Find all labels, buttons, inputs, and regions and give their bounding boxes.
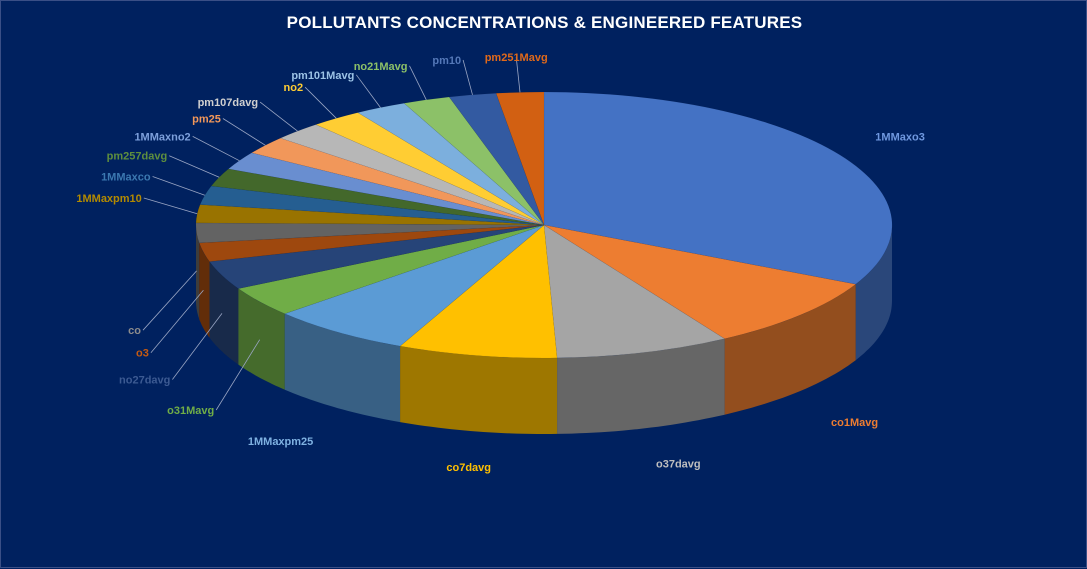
slice-label-1MMaxo3: 1MMaxo3 xyxy=(875,132,925,144)
pie-side-co1Mavg xyxy=(724,284,856,415)
pie-side-o37davg xyxy=(557,338,725,434)
pie-slice-pm251Mavg[interactable] xyxy=(495,91,545,226)
slice-label-co7davg: co7davg xyxy=(446,462,491,474)
slice-label-no21Mavg: no21Mavg xyxy=(354,61,408,73)
pie-side-no27davg xyxy=(209,261,239,365)
slice-label-no27davg: no27davg xyxy=(119,375,170,387)
leader-line-co xyxy=(142,270,197,331)
leader-line-pm101Mavg xyxy=(355,74,381,108)
leader-line-o3 xyxy=(150,290,204,353)
pie-sides xyxy=(196,225,892,434)
slice-label-1MMaxco: 1MMaxco xyxy=(101,172,151,184)
pie-slice-o31Mavg[interactable] xyxy=(237,224,545,315)
leader-line-pm107davg xyxy=(259,101,298,132)
pie-slice-co7davg[interactable] xyxy=(399,224,558,359)
leader-line-pm251Mavg xyxy=(515,57,521,93)
leader-line-no2 xyxy=(304,86,337,119)
pie-slice-co[interactable] xyxy=(195,222,545,244)
slice-labels: 1MMaxo3co1Mavgo37davgco7davg1MMaxpm25o31… xyxy=(76,52,924,474)
pie-side-1MMaxpm25 xyxy=(284,313,401,423)
pie-side-o3 xyxy=(199,242,210,338)
pie-slice-pm10[interactable] xyxy=(448,92,545,226)
slice-label-co1Mavg: co1Mavg xyxy=(831,417,878,429)
slice-label-1MMaxpm25: 1MMaxpm25 xyxy=(248,436,313,448)
slice-label-no2: no2 xyxy=(284,82,304,94)
leader-line-o31Mavg xyxy=(215,339,261,411)
leader-line-pm10 xyxy=(462,59,473,95)
slice-label-pm10: pm10 xyxy=(432,55,461,67)
leader-line-pm25 xyxy=(222,118,266,146)
slice-label-1MMaxno2: 1MMaxno2 xyxy=(134,131,190,143)
leader-line-pm257davg xyxy=(169,155,220,178)
pie-slice-pm107davg[interactable] xyxy=(279,124,545,226)
chart-title: POLLUTANTS CONCENTRATIONS & ENGINEERED F… xyxy=(286,13,803,32)
slice-label-o31Mavg: o31Mavg xyxy=(167,405,214,417)
slice-label-o37davg: o37davg xyxy=(656,459,701,471)
slice-label-1MMaxpm10: 1MMaxpm10 xyxy=(76,193,141,205)
pie-side-1MMaxo3 xyxy=(855,225,892,361)
pie-side-co xyxy=(196,225,200,319)
slice-label-pm25: pm25 xyxy=(192,114,221,126)
pie-slice-no21Mavg[interactable] xyxy=(403,96,545,226)
leader-line-no27davg xyxy=(172,313,223,380)
slice-label-o3: o3 xyxy=(136,348,149,360)
slice-label-pm251Mavg: pm251Mavg xyxy=(485,52,548,64)
pie-slice-1MMaxco[interactable] xyxy=(199,185,545,226)
pie-slice-co1Mavg[interactable] xyxy=(543,224,857,340)
leader-lines xyxy=(142,57,521,411)
slice-label-pm257davg: pm257davg xyxy=(107,151,168,163)
leader-line-no21Mavg xyxy=(409,65,427,100)
pie-slice-no27davg[interactable] xyxy=(208,224,545,289)
pie-side-co7davg xyxy=(400,346,558,434)
pie-slice-1MMaxo3[interactable] xyxy=(543,91,893,285)
pie-slice-1MMaxpm25[interactable] xyxy=(283,224,545,347)
pie-slice-no2[interactable] xyxy=(315,112,545,226)
pie-slice-o3[interactable] xyxy=(198,224,545,262)
pie-tops xyxy=(195,91,893,359)
pie-slice-o37davg[interactable] xyxy=(543,224,726,359)
leader-line-1MMaxno2 xyxy=(192,136,240,162)
pie-side-o31Mavg xyxy=(238,288,285,390)
pie-slice-pm25[interactable] xyxy=(250,137,545,226)
leader-line-1MMaxco xyxy=(152,176,205,196)
slice-label-pm101Mavg: pm101Mavg xyxy=(291,70,354,82)
slice-label-pm107davg: pm107davg xyxy=(198,97,259,109)
leader-line-1MMaxpm10 xyxy=(143,197,198,215)
slice-label-co: co xyxy=(128,325,141,337)
